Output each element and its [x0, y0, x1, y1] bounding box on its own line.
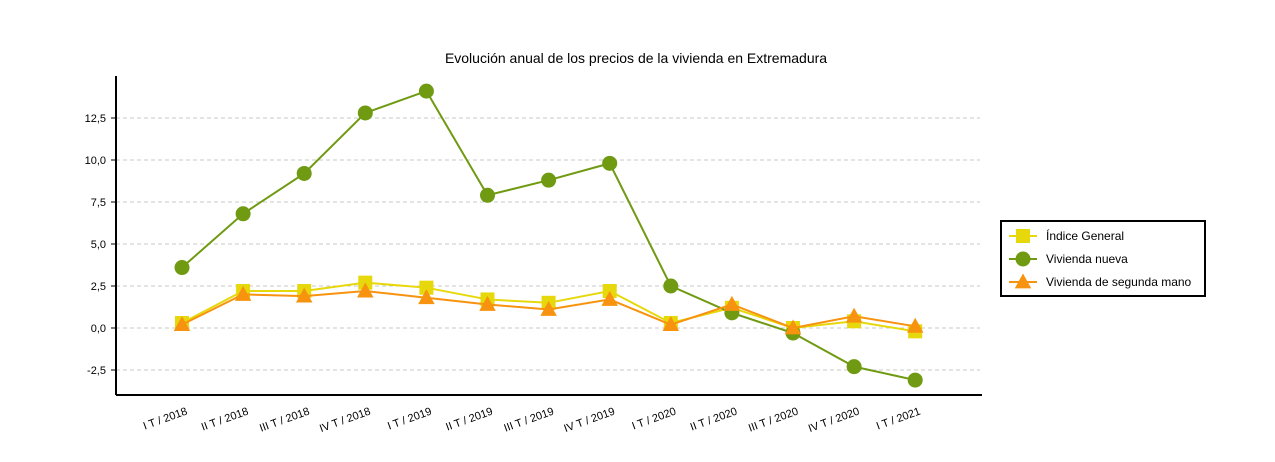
data-point [662, 316, 680, 332]
legend-label: Vivienda de segunda mano [1046, 275, 1192, 289]
data-point [663, 278, 679, 294]
legend-marker [1015, 251, 1031, 267]
data-point [357, 282, 374, 298]
x-tick-label: III T / 2018 [258, 406, 311, 435]
data-point [418, 289, 435, 305]
data-point [784, 319, 802, 335]
grid [116, 117, 980, 371]
legend-marker [1014, 273, 1032, 289]
data-point [357, 105, 373, 121]
x-tick-label: I T / 2020 [630, 406, 677, 433]
x-tick-label: IV T / 2020 [807, 406, 861, 436]
series-vivienda-nueva [174, 83, 923, 388]
legend-item: Vivienda de segunda mano [1009, 273, 1192, 289]
data-point [418, 83, 434, 99]
y-tick-label: 12,5 [85, 113, 106, 125]
data-point [295, 287, 313, 303]
data-point [480, 187, 495, 203]
y-tick-label: 5,0 [91, 239, 106, 251]
legend-label: Vivienda nueva [1046, 252, 1128, 266]
series-line [181, 89, 916, 382]
x-tick-label: IV T / 2019 [562, 406, 616, 436]
data-point [234, 285, 252, 301]
data-point [541, 172, 557, 188]
x-tick-label: II T / 2018 [200, 406, 250, 434]
x-tick-label: IV T / 2018 [318, 406, 372, 436]
legend-item: Vivienda nueva [1009, 251, 1128, 267]
x-tick-label: II T / 2020 [689, 406, 739, 434]
data-point [846, 359, 862, 375]
y-tick-label: 2,5 [91, 281, 106, 293]
data-point [419, 280, 434, 295]
y-tick-label: 7,5 [91, 197, 106, 209]
data-point [173, 316, 191, 332]
data-point [601, 290, 618, 306]
x-tick-label: III T / 2020 [747, 406, 800, 435]
data-point [540, 300, 557, 316]
data-point [235, 206, 251, 222]
y-tick-label: 10,0 [85, 155, 106, 167]
axes: -2,5 0,0 2,5 5,0 7,5 10,0 12,5 I T / 2018 II T /… [85, 76, 982, 435]
x-tick-label: I T / 2021 [875, 406, 922, 433]
data-point [602, 155, 618, 171]
y-tick-label: -2,5 [87, 365, 106, 377]
data-point [174, 260, 190, 276]
legend: Índice General Vivienda nueva Vivienda de … [1000, 220, 1206, 297]
data-point [845, 307, 863, 323]
legend-marker [1016, 229, 1030, 243]
legend-label: Índice General [1046, 228, 1124, 243]
data-point [723, 295, 741, 311]
x-tick-label: I T / 2019 [386, 406, 433, 433]
data-point [479, 295, 496, 311]
data-point [907, 372, 923, 388]
legend-item: Índice General [1009, 228, 1124, 243]
x-tick-label: I T / 2018 [142, 406, 189, 433]
series-vivienda-de-segunda-mano [173, 282, 924, 335]
y-tick-label: 0,0 [91, 323, 106, 335]
x-tick-label: III T / 2019 [502, 406, 555, 435]
series-layer [173, 83, 924, 388]
x-tick-label: II T / 2019 [444, 406, 494, 434]
data-point [906, 317, 924, 333]
chart-title: Evolución anual de los precios de la viv… [445, 50, 827, 66]
data-point [296, 165, 312, 181]
